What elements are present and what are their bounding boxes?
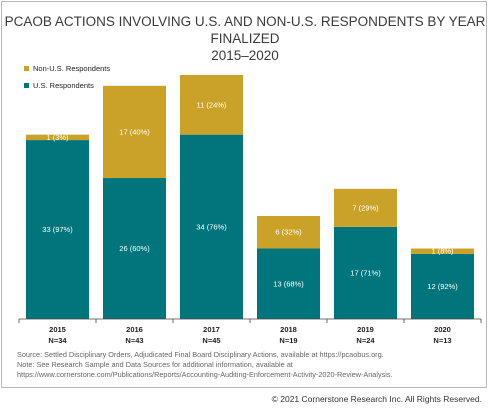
- data-label-us-2015: 33 (97%): [42, 225, 73, 234]
- bar-us-2020: [411, 253, 474, 319]
- data-label-us-2018: 13 (68%): [273, 279, 304, 288]
- x-tick-label-2017: 2017: [203, 325, 220, 334]
- data-label-non-us-2015: 1 (3%): [46, 133, 69, 142]
- bar-non-us-2018: [257, 215, 320, 249]
- bar-non-us-2019: [334, 188, 397, 227]
- data-label-non-us-2018: 6 (32%): [275, 228, 302, 237]
- bar-chart: 33 (97%) 1 (3%) 2015 N=34 26 (60%) 17 (40%) 20…: [18, 75, 482, 345]
- bar-us-2017: [180, 134, 243, 319]
- chart-notes: Source: Settled Disciplinary Orders, Adj…: [17, 350, 393, 380]
- data-label-us-2017: 34 (76%): [196, 222, 227, 231]
- bar-us-2018: [257, 248, 320, 319]
- chart-title: PCAOB ACTIONS INVOLVING U.S. AND NON-U.S…: [2, 13, 488, 64]
- data-label-us-2019: 17 (71%): [350, 268, 381, 277]
- copyright: © 2021 Cornerstone Research Inc. All Rig…: [271, 394, 482, 404]
- data-label-non-us-2020: 1 (8%): [431, 247, 454, 256]
- bar-non-us-2017: [180, 75, 243, 135]
- bar-non-us-2020: [411, 248, 474, 254]
- legend-label-non-us: Non-U.S. Respondents: [33, 64, 111, 73]
- x-tick-label-2015: 2015: [49, 325, 66, 334]
- x-tick-sublabel-2020: N=13: [433, 336, 451, 345]
- legend-swatch-non-us: [24, 66, 29, 71]
- x-tick-label-2019: 2019: [357, 325, 374, 334]
- legend-item-non-us: Non-U.S. Respondents: [24, 64, 110, 73]
- chart-title-line1: PCAOB ACTIONS INVOLVING U.S. AND NON-U.S…: [4, 14, 486, 46]
- bar-non-us-2015: [26, 134, 89, 141]
- legend-label-us: U.S. Respondents: [33, 81, 94, 90]
- legend-item-us: U.S. Respondents: [24, 81, 94, 90]
- bar-non-us-2016: [103, 85, 166, 179]
- chart-title-line2: 2015–2020: [211, 48, 279, 63]
- note-source: Source: Settled Disciplinary Orders, Adj…: [17, 350, 384, 359]
- x-tick-sublabel-2018: N=19: [279, 336, 297, 345]
- bar-us-2015: [26, 140, 89, 319]
- data-label-non-us-2016: 17 (40%): [119, 127, 150, 136]
- x-tick-label-2018: 2018: [280, 325, 297, 334]
- data-label-us-2020: 12 (92%): [427, 282, 458, 291]
- x-tick-sublabel-2019: N=24: [356, 336, 375, 345]
- x-tick-label-2016: 2016: [126, 325, 143, 334]
- bar-us-2016: [103, 178, 166, 319]
- x-tick-label-2020: 2020: [434, 325, 451, 334]
- data-label-us-2016: 26 (60%): [119, 244, 150, 253]
- bar-us-2019: [334, 226, 397, 319]
- note-url: https://www.cornerstone.com/Publications…: [17, 370, 393, 379]
- data-label-non-us-2017: 11 (24%): [197, 100, 227, 109]
- legend-swatch-us: [24, 83, 29, 88]
- data-label-non-us-2019: 7 (29%): [352, 203, 379, 212]
- x-tick-sublabel-2015: N=34: [48, 336, 67, 345]
- x-tick-sublabel-2017: N=45: [202, 336, 220, 345]
- note-research: Note: See Research Sample and Data Sourc…: [17, 360, 293, 369]
- x-tick-sublabel-2016: N=43: [125, 336, 143, 345]
- chart-frame: PCAOB ACTIONS INVOLVING U.S. AND NON-U.S…: [1, 1, 487, 388]
